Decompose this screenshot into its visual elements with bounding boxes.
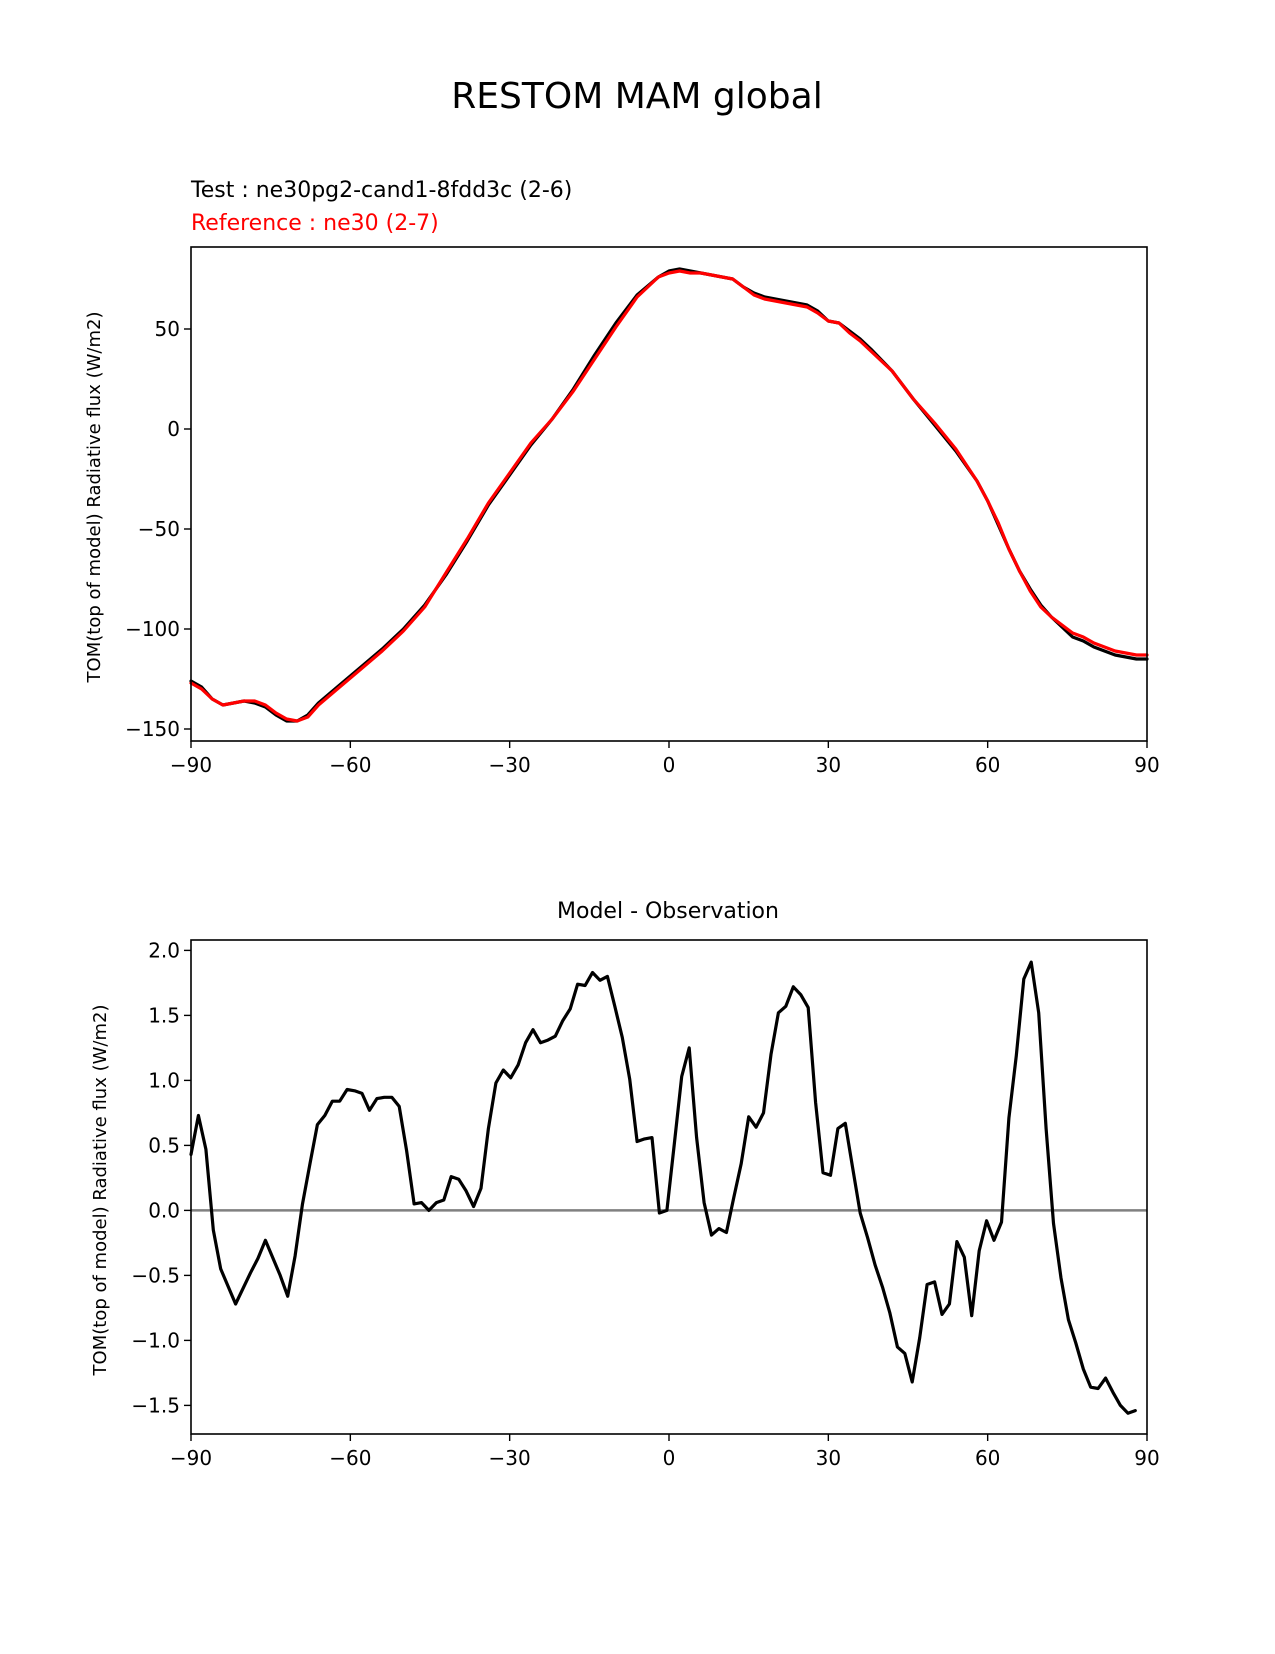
y-tick-label: 0.0 — [148, 1198, 180, 1222]
x-tick-label: −90 — [170, 753, 212, 777]
x-tick-label: 60 — [975, 753, 1000, 777]
series-line-reference — [189, 269, 1149, 723]
y-tick-label: −1.0 — [131, 1328, 180, 1352]
x-tick-label: 90 — [1134, 753, 1159, 777]
x-tick-label: −30 — [489, 1446, 531, 1470]
y-tick-label: 0.5 — [148, 1133, 180, 1157]
x-tick-label: 30 — [816, 753, 841, 777]
y-tick-label: −1.5 — [131, 1393, 180, 1417]
y-tick-label: 0 — [167, 417, 180, 441]
y-tick-label: 50 — [155, 317, 180, 341]
bottom-plot-area: −90 −60 −30 0 30 60 90 2.0 1.5 1.0 0.5 0.0 −0.5 −1.0 −… — [131, 938, 1159, 1470]
top-plot-area: −90 −60 −30 0 30 60 90 50 0 −50 −100 −150 — [125, 246, 1160, 777]
series-line-model-observation — [189, 960, 1137, 1415]
x-tick-label: 90 — [1134, 1446, 1159, 1470]
x-tick-label: −30 — [489, 753, 531, 777]
x-tick-label: −60 — [329, 1446, 371, 1470]
top-y-axis-label: TOM(top of model) Radiative flux (W/m2) — [84, 312, 105, 684]
x-tick-label: 0 — [663, 753, 676, 777]
bottom-panel-title: Model - Observation — [557, 899, 779, 924]
y-tick-label: 1.0 — [148, 1068, 180, 1092]
y-tick-label: 2.0 — [148, 938, 180, 962]
x-tick-label: 30 — [816, 1446, 841, 1470]
x-tick-label: −90 — [170, 1446, 212, 1470]
x-tick-label: 60 — [975, 1446, 1000, 1470]
y-tick-label: −150 — [125, 717, 180, 741]
x-tick-label: −60 — [329, 753, 371, 777]
y-tick-label: 1.5 — [148, 1003, 180, 1027]
y-tick-label: −50 — [138, 517, 180, 541]
top-panel: Test : ne30pg2-cand1-8fdd3c (2-6) Refere… — [84, 178, 1160, 777]
bottom-y-axis-label: TOM(top of model) Radiative flux (W/m2) — [90, 1005, 111, 1377]
test-label: Test : ne30pg2-cand1-8fdd3c (2-6) — [190, 178, 572, 203]
figure-title: RESTOM MAM global — [451, 76, 822, 117]
y-tick-label: −0.5 — [131, 1263, 180, 1287]
y-tick-label: −100 — [125, 617, 180, 641]
bottom-panel: Model - Observation TOM(top of model) Ra… — [90, 899, 1160, 1470]
reference-label: Reference : ne30 (2-7) — [191, 211, 439, 236]
x-tick-label: 0 — [663, 1446, 676, 1470]
